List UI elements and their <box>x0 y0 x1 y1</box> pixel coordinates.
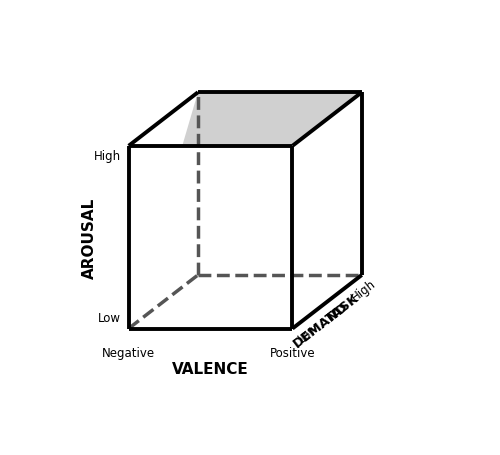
Text: Low: Low <box>296 320 322 344</box>
Text: DEMAND: DEMAND <box>290 299 350 350</box>
Text: Negative: Negative <box>102 346 155 359</box>
Text: VALENCE: VALENCE <box>172 361 249 376</box>
Text: TASK: TASK <box>324 291 362 324</box>
Text: High: High <box>94 150 121 162</box>
Polygon shape <box>128 147 292 329</box>
Text: Positive: Positive <box>270 346 316 359</box>
Polygon shape <box>128 93 362 329</box>
Text: High: High <box>349 276 378 303</box>
Text: AROUSAL: AROUSAL <box>82 197 97 278</box>
Polygon shape <box>292 93 362 329</box>
Text: Low: Low <box>98 311 121 324</box>
